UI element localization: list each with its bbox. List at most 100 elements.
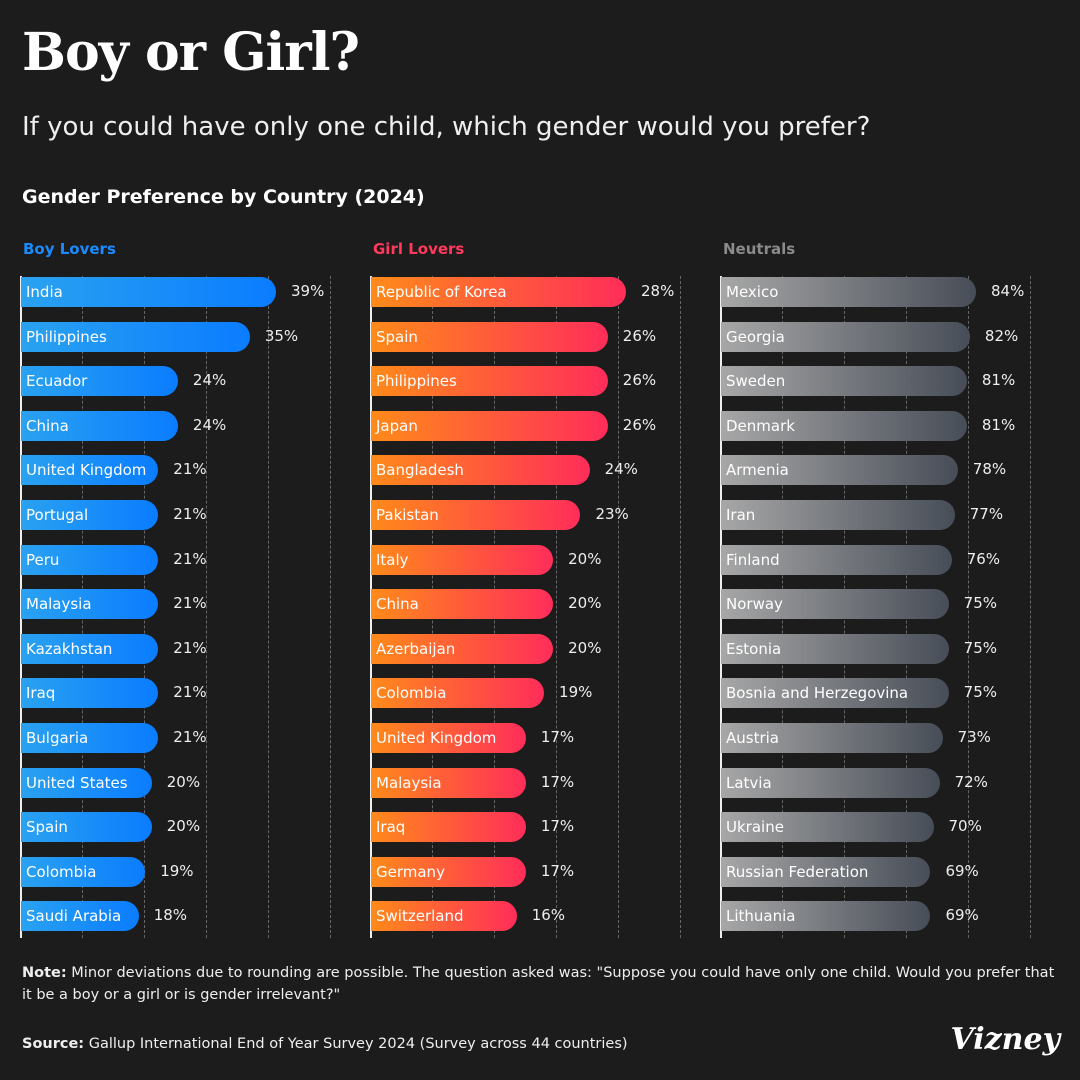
value-label: 26% (622, 326, 657, 345)
value-label: 21% (173, 549, 207, 568)
category-label: Armenia (726, 461, 789, 480)
category-label: Lithuania (726, 907, 796, 926)
category-label: Denmark (726, 416, 795, 435)
bar: Georgia (721, 321, 970, 352)
value-label: 81% (981, 371, 1016, 390)
value-label: 18% (153, 906, 188, 925)
category-label: Russian Federation (726, 862, 869, 881)
value-label: 17% (540, 861, 575, 880)
source: Source: Gallup International End of Year… (22, 1036, 628, 1052)
category-label: Bosnia and Herzegovina (726, 684, 909, 703)
bar: Malaysia (21, 589, 159, 620)
category-label: Mexico (726, 283, 779, 301)
value-label: 24% (604, 460, 638, 479)
category-label: Malaysia (26, 595, 92, 614)
value-label: 23% (595, 505, 629, 523)
bar: Italy (371, 544, 554, 575)
value-label: 24% (192, 371, 227, 390)
page-subtitle: If you could have only one child, which … (22, 112, 871, 142)
category-label: Philippines (26, 327, 107, 346)
value-label: 20% (568, 549, 602, 568)
bar: Switzerland (371, 901, 517, 932)
value-label: 17% (540, 817, 575, 836)
bar: Germany (371, 856, 526, 887)
category-label: Iran (726, 506, 756, 524)
category-label: Ecuador (26, 372, 88, 391)
category-label: Norway (726, 595, 783, 614)
category-label: Latvia (726, 773, 772, 792)
value-label: 17% (540, 728, 575, 746)
value-label: 21% (173, 505, 207, 523)
category-label: China (26, 416, 69, 435)
value-label: 69% (945, 861, 979, 880)
category-label: Spain (26, 818, 68, 837)
gridline (206, 276, 207, 938)
note-text: Minor deviations due to rounding are pos… (22, 965, 1055, 1003)
category-label: Iraq (376, 818, 406, 837)
value-label: 21% (173, 460, 207, 479)
bar: United Kingdom (371, 723, 526, 753)
bar: Bulgaria (21, 723, 159, 753)
category-label: India (26, 283, 63, 301)
value-label: 70% (948, 817, 982, 836)
bar: Armenia (721, 455, 958, 486)
bar: Sweden (721, 366, 967, 397)
panel-title: Boy Lovers (23, 240, 116, 258)
bar: Iraq (21, 678, 159, 709)
value-label: 19% (160, 861, 194, 880)
value-label: 81% (981, 415, 1016, 434)
category-label: Estonia (726, 639, 782, 658)
category-label: Ukraine (726, 818, 784, 837)
category-label: Spain (376, 327, 418, 346)
category-label: Japan (376, 416, 418, 435)
bar: Ukraine (721, 812, 934, 843)
bar: Bosnia and Herzegovina (721, 678, 949, 709)
panel-boy-lovers: Boy Lovers India 39% Philippines 35% Ecuador 2… (20, 240, 360, 940)
value-label: 77% (969, 505, 1004, 523)
bar: Philippines (21, 321, 250, 352)
bar: Republic of Korea (371, 277, 626, 307)
value-label: 28% (641, 282, 675, 300)
gridline (330, 276, 331, 938)
value-label: 20% (568, 638, 602, 657)
bar: Kazakhstan (21, 633, 159, 664)
bar: Iran (721, 500, 955, 530)
value-label: 19% (559, 683, 593, 702)
page-title: Boy or Girl? (22, 22, 360, 83)
bar: Iraq (371, 812, 526, 843)
category-label: China (376, 595, 419, 614)
value-label: 20% (166, 772, 201, 791)
value-label: 72% (954, 772, 988, 791)
category-label: Kazakhstan (26, 639, 113, 658)
bar: United States (21, 767, 152, 798)
note-label: Note: (22, 965, 67, 981)
category-label: United States (26, 773, 128, 792)
bar: Peru (21, 544, 159, 575)
value-label: 24% (192, 415, 227, 434)
category-label: Philippines (376, 372, 457, 391)
value-label: 26% (622, 371, 657, 390)
bar: Pakistan (371, 500, 581, 530)
category-label: Portugal (26, 506, 89, 524)
gridline (618, 276, 619, 938)
value-label: 21% (173, 683, 207, 702)
value-label: 21% (173, 728, 207, 746)
bar: Austria (721, 723, 943, 753)
bar: Saudi Arabia (21, 901, 139, 932)
bar: Spain (371, 321, 608, 352)
panel-neutrals: Neutrals Mexico 84% Georgia 82% Sweden 81% Denm… (720, 240, 1060, 940)
category-label: United Kingdom (26, 461, 147, 480)
gridline (968, 276, 969, 938)
bar: Philippines (371, 366, 608, 397)
bar: Ecuador (21, 366, 178, 397)
category-label: Malaysia (376, 773, 442, 792)
category-label: Finland (726, 550, 780, 569)
bar: Norway (721, 589, 949, 620)
bar: Bangladesh (371, 455, 590, 486)
note: Note: Minor deviations due to rounding a… (22, 962, 1062, 1006)
category-label: Italy (376, 550, 409, 569)
bar: Spain (21, 812, 152, 843)
value-label: 17% (540, 772, 575, 791)
value-label: 75% (963, 594, 998, 613)
value-label: 16% (531, 906, 566, 925)
